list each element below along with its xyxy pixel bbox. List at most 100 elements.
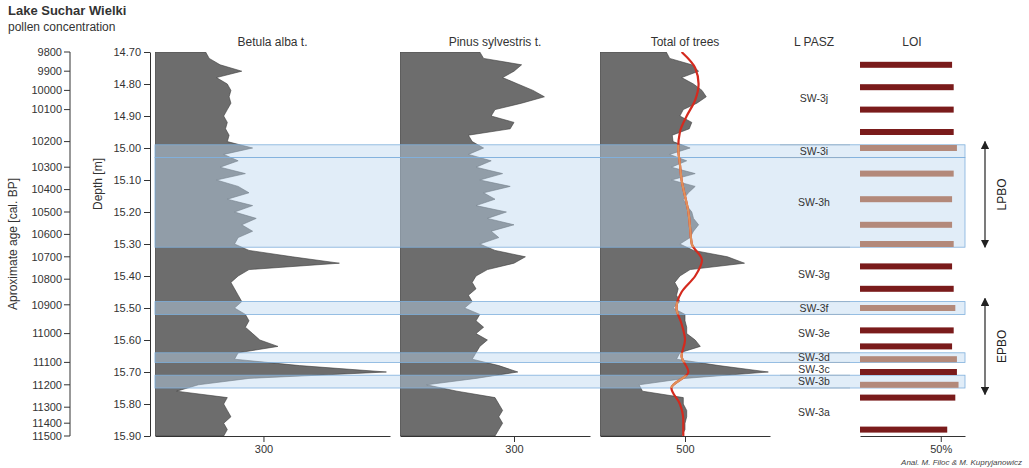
tick: 500	[676, 436, 694, 455]
tick-mark	[144, 212, 150, 213]
zone-label: SW-3g	[798, 268, 830, 280]
band	[155, 302, 965, 315]
events: LPBO EPBO	[985, 142, 1009, 395]
tick-label: 50%	[930, 443, 952, 455]
tick-label: 10500	[31, 206, 62, 218]
tick-mark	[144, 404, 150, 405]
event-label: LPBO	[995, 178, 1009, 210]
tick-label: 10000	[31, 84, 62, 96]
zone-label: SW-3a	[798, 406, 830, 418]
tick: 15.80	[113, 398, 150, 410]
tick-label: 9900	[38, 65, 62, 77]
tick-label: 15.60	[113, 334, 141, 346]
tick: 14.80	[113, 78, 150, 90]
tick: 14.70	[113, 46, 150, 58]
value-axis: 50%	[861, 436, 966, 455]
tick-mark	[941, 436, 942, 442]
axis-line	[401, 436, 591, 437]
band	[155, 353, 965, 363]
tick: 15.20	[113, 206, 150, 218]
tick-mark	[144, 116, 150, 117]
tick-mark	[64, 279, 70, 280]
tick-mark	[64, 407, 70, 408]
tick: 300	[255, 436, 273, 455]
tick-label: 11400	[32, 417, 62, 429]
zone-label: SW-3c	[798, 363, 829, 375]
tick: 15.90	[113, 430, 150, 442]
zone-boundary	[780, 388, 850, 389]
tick-mark	[263, 436, 264, 442]
axis-title: Depth [m]	[91, 158, 105, 210]
tick-mark	[64, 234, 70, 235]
smooth-line	[671, 52, 702, 436]
zone-label: SW-3j	[800, 92, 828, 104]
tick-mark	[64, 362, 70, 363]
tick: 15.00	[113, 142, 150, 154]
zone-boundary	[780, 247, 850, 248]
value-axis: 300	[401, 436, 591, 455]
plot-area	[860, 62, 959, 433]
tick: 15.10	[113, 174, 150, 186]
tick-mark	[144, 436, 150, 437]
tick-mark	[144, 276, 150, 277]
bar	[860, 395, 955, 401]
tick: 50%	[930, 436, 952, 455]
axis-line	[150, 53, 151, 437]
tick-label: 11200	[32, 379, 62, 391]
tick-label: 15.40	[113, 270, 141, 282]
tick-mark	[514, 436, 515, 442]
tick-mark	[144, 244, 150, 245]
bar	[860, 107, 954, 113]
tick-label: 15.20	[113, 206, 141, 218]
tick-label: 10400	[31, 183, 62, 195]
bar	[860, 222, 952, 228]
tick-label: 15.30	[113, 238, 141, 250]
tick-mark	[64, 212, 70, 213]
bar	[860, 286, 954, 292]
value-axis: 500	[601, 436, 771, 455]
tick-label: 10300	[31, 161, 62, 173]
tick-mark	[144, 52, 150, 53]
tick-mark	[144, 84, 150, 85]
zone-label: SW-3b	[798, 375, 830, 387]
column-title: LOI	[902, 35, 921, 49]
tick-mark	[64, 52, 70, 53]
tick-label: 14.80	[113, 78, 141, 90]
tick-mark	[144, 372, 150, 373]
tick-label: 15.50	[113, 302, 141, 314]
tick-mark	[64, 333, 70, 334]
tick-mark	[64, 141, 70, 142]
tick-mark	[685, 436, 686, 442]
subtitle: pollen concentration	[8, 20, 115, 34]
chart: Lake Suchar Wielkipollen concentration14…	[0, 0, 1029, 468]
bar	[860, 145, 957, 151]
bar	[860, 241, 954, 247]
tick: 300	[505, 436, 523, 455]
tick-label: 15.00	[113, 142, 141, 154]
tick-mark	[64, 109, 70, 110]
tick: 15.50	[113, 302, 150, 314]
tick-label: 11500	[32, 430, 62, 442]
zone-label: SW-3e	[798, 327, 830, 339]
tick-mark	[64, 90, 70, 91]
zone-boundary	[780, 314, 850, 315]
shaded-overlay	[671, 52, 702, 436]
bar	[860, 62, 952, 68]
tick-label: 10200	[31, 135, 62, 147]
tick-label: 10800	[31, 273, 62, 285]
axis-line	[156, 436, 391, 437]
event-label: EPBO	[995, 330, 1009, 363]
event-bracket	[984, 298, 985, 394]
bands	[155, 145, 965, 388]
tick: 15.40	[113, 270, 150, 282]
bar	[860, 196, 952, 202]
depth-axis: 14.7014.8014.9015.0015.1015.2015.3015.40…	[113, 46, 150, 442]
tick-label: 300	[255, 443, 273, 455]
axis-title: Aproximate age [cal. BP]	[6, 178, 20, 310]
zone-label: SW-3f	[800, 302, 829, 314]
bar	[860, 327, 954, 333]
tick-label: 15.10	[113, 174, 141, 186]
tick-mark	[64, 71, 70, 72]
band	[155, 375, 965, 388]
bar	[860, 129, 954, 135]
